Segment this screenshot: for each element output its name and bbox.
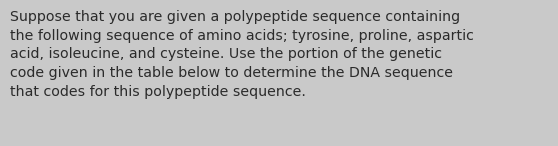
Text: Suppose that you are given a polypeptide sequence containing
the following seque: Suppose that you are given a polypeptide…	[10, 10, 474, 99]
